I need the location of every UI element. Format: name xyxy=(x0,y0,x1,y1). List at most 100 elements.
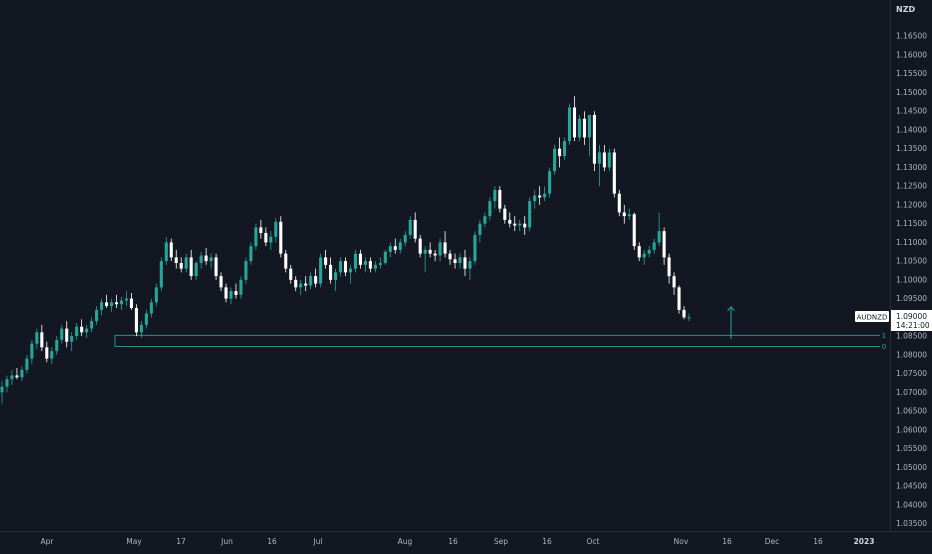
candle-body xyxy=(85,328,89,333)
candle-body xyxy=(95,309,99,322)
candle-body xyxy=(309,276,313,286)
candle-body xyxy=(677,287,681,310)
candle-body xyxy=(299,283,303,288)
candle-body xyxy=(563,141,567,157)
price-tick-label: 1.12000 xyxy=(896,200,927,209)
candle-body xyxy=(119,300,124,305)
candle-body xyxy=(408,219,412,235)
time-axis[interactable]: Apr May 17 Jun 16 Jul Aug 16 Sep 16 Oct Nov 16 Dec 16 2… xyxy=(41,537,875,546)
time-tick-label: Jun xyxy=(220,537,233,546)
price-tick-label: 1.14000 xyxy=(896,125,927,134)
candle-body xyxy=(597,152,601,164)
candle-body xyxy=(304,283,308,286)
price-tick-label: 1.03500 xyxy=(896,519,927,528)
candle-body xyxy=(418,238,422,254)
candle-body xyxy=(667,257,671,277)
candle-body xyxy=(319,257,323,284)
price-tick-label: 1.15500 xyxy=(896,69,927,78)
candle-body xyxy=(548,171,552,194)
candle-body xyxy=(45,347,49,359)
time-tick-label: 17 xyxy=(176,537,186,546)
candle-body xyxy=(443,242,447,254)
candle-body xyxy=(413,219,417,239)
candle-body xyxy=(174,257,178,264)
price-tick-label: 1.12500 xyxy=(896,182,927,191)
price-tick-label: 1.06500 xyxy=(896,407,927,416)
time-tick-label: Jul xyxy=(312,537,322,546)
candle-body xyxy=(289,268,293,280)
candle-body xyxy=(587,114,591,138)
time-tick-label: 16 xyxy=(267,537,277,546)
fib-level-label: 1 xyxy=(882,332,886,340)
candle-body xyxy=(224,287,228,299)
candle-body xyxy=(114,302,119,305)
candle-body xyxy=(194,263,198,277)
time-tick-label: Sep xyxy=(494,537,508,546)
candle-body xyxy=(169,242,173,258)
price-tick-label: 1.04500 xyxy=(896,482,927,491)
candle-body xyxy=(538,195,542,198)
last-price-label: 1.09000 xyxy=(896,312,927,321)
candle-body xyxy=(393,246,397,250)
price-axis-unit: NZD xyxy=(896,5,915,14)
price-tick-label: 1.05000 xyxy=(896,463,927,472)
symbol-tag: AUDNZD xyxy=(855,311,889,322)
last-price-tag: 1.09000 14:21:00 xyxy=(891,310,932,331)
candle-body xyxy=(75,326,79,337)
candle-body xyxy=(25,358,29,370)
candle-body xyxy=(463,257,467,269)
candle-body xyxy=(632,214,636,247)
candle-body xyxy=(528,201,532,228)
bar-countdown-label: 14:21:00 xyxy=(896,321,930,330)
candle-body xyxy=(572,107,577,138)
price-tick-label: 1.04000 xyxy=(896,500,927,509)
price-tick-label: 1.07000 xyxy=(896,388,927,397)
candles xyxy=(0,96,691,404)
candle-body xyxy=(637,246,641,258)
candle-body xyxy=(314,276,318,284)
candle-body xyxy=(329,264,333,280)
candle-body xyxy=(622,212,626,217)
price-tick-label: 1.06000 xyxy=(896,425,927,434)
candle-body xyxy=(70,336,74,342)
candle-body xyxy=(553,148,557,172)
time-tick-label: 16 xyxy=(542,537,552,546)
arrow-annotation[interactable] xyxy=(727,306,735,340)
price-axis[interactable]: 1.16500 1.16000 1.15500 1.15000 1.14500 1.140… xyxy=(896,32,927,528)
candle-body xyxy=(662,231,666,258)
candle-body xyxy=(234,291,238,295)
candle-body xyxy=(652,242,656,250)
price-tick-label: 1.09500 xyxy=(896,294,927,303)
time-tick-label: Apr xyxy=(41,537,55,546)
time-tick-label: May xyxy=(126,537,142,546)
candle-body xyxy=(403,234,407,243)
candle-body xyxy=(483,216,487,224)
candle-body xyxy=(582,118,586,138)
candle-body xyxy=(279,221,283,254)
candle-body xyxy=(363,261,367,265)
candle-body xyxy=(334,272,338,280)
price-tick-label: 1.07500 xyxy=(896,369,927,378)
candle-body xyxy=(124,298,128,301)
candle-body xyxy=(433,253,437,256)
candle-body xyxy=(50,351,54,359)
candle-body xyxy=(368,261,372,269)
time-tick-label: 16 xyxy=(722,537,732,546)
candle-body xyxy=(617,193,621,213)
candle-body xyxy=(204,255,208,262)
candle-body xyxy=(159,261,163,288)
candle-body xyxy=(458,257,462,264)
fibonacci-levels[interactable]: 10 xyxy=(114,332,886,351)
candle-body xyxy=(214,257,218,277)
candle-body xyxy=(65,328,69,342)
candle-body xyxy=(612,152,616,194)
candle-body xyxy=(478,223,482,235)
candle-body xyxy=(244,261,248,280)
candle-body xyxy=(254,227,258,247)
candle-body xyxy=(164,242,168,262)
candle-body xyxy=(10,375,14,380)
candle-body xyxy=(468,261,472,269)
